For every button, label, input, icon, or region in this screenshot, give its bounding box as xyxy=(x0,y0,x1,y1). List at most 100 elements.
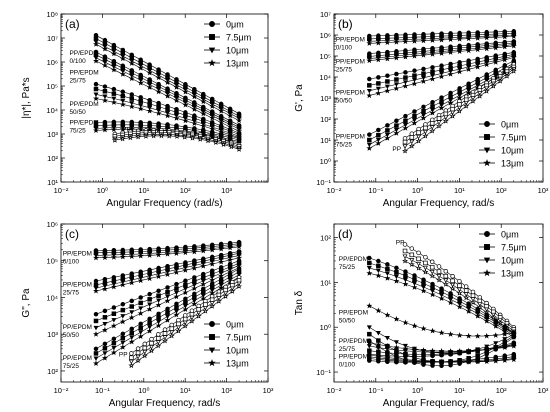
data-point xyxy=(119,253,126,260)
data-point xyxy=(155,340,161,345)
data-point xyxy=(492,44,499,51)
data-point xyxy=(443,111,449,117)
data-point xyxy=(142,341,148,347)
annotation-label: PP/EPDM xyxy=(69,119,98,126)
legend-label: 10μm xyxy=(501,146,524,156)
data-point xyxy=(375,56,382,63)
data-point xyxy=(138,295,143,300)
annotation-label: 75/25 xyxy=(336,141,353,148)
data-point xyxy=(484,134,490,140)
data-point xyxy=(384,271,390,277)
data-point xyxy=(128,103,135,110)
data-point xyxy=(142,133,149,139)
data-point xyxy=(200,110,207,117)
data-point xyxy=(439,293,445,298)
annotation-label: 50/50 xyxy=(63,332,80,339)
data-point xyxy=(102,346,108,351)
data-point xyxy=(209,290,216,296)
legend-label: 7.5μm xyxy=(501,133,526,143)
data-point xyxy=(119,101,126,107)
data-point xyxy=(189,315,195,321)
data-point xyxy=(146,275,153,282)
y-tick-label: 10³ xyxy=(47,130,58,139)
plot-area xyxy=(93,33,243,152)
data-point xyxy=(128,314,135,321)
data-point xyxy=(411,322,418,329)
data-point xyxy=(119,344,126,350)
annotation-label: PP/EPDM xyxy=(63,324,92,331)
y-tick-label: 10² xyxy=(47,154,58,163)
panel-label: (c) xyxy=(65,227,79,241)
data-point xyxy=(135,354,141,360)
data-point xyxy=(510,33,517,40)
data-point xyxy=(173,115,180,121)
y-tick-label: 10⁵ xyxy=(320,52,331,61)
data-point xyxy=(375,140,382,146)
data-point xyxy=(146,84,153,90)
data-point xyxy=(430,104,435,109)
data-point xyxy=(196,310,202,316)
annotation-label: PP/EPDM xyxy=(63,281,92,288)
annotation-label: PP/EPDM xyxy=(336,133,365,140)
data-point xyxy=(169,326,174,331)
data-point xyxy=(483,358,490,364)
data-point xyxy=(147,297,152,302)
data-point xyxy=(463,284,469,289)
data-point xyxy=(111,346,117,351)
x-tick-label: 10¹ xyxy=(138,186,149,195)
data-point xyxy=(411,284,418,290)
data-point xyxy=(147,97,152,103)
data-point xyxy=(447,299,454,306)
data-point xyxy=(375,39,382,46)
data-point xyxy=(164,112,171,119)
data-point xyxy=(443,278,449,283)
data-point xyxy=(416,250,421,256)
data-point xyxy=(137,79,144,86)
plot-frame xyxy=(333,13,544,183)
data-point xyxy=(168,332,175,339)
y-axis-title: G", Pa xyxy=(21,288,32,318)
data-point xyxy=(504,73,510,79)
data-point xyxy=(449,285,456,292)
data-point xyxy=(173,293,180,300)
data-point xyxy=(470,297,476,302)
data-point xyxy=(135,133,142,140)
data-point xyxy=(375,331,381,336)
data-point xyxy=(492,59,499,65)
data-point xyxy=(376,263,381,269)
data-point xyxy=(408,261,415,268)
y-tick-label: 10¹ xyxy=(320,278,331,287)
series xyxy=(366,54,517,99)
x-tick-label: 10¹ xyxy=(454,186,465,195)
annotation-label: 0/100 xyxy=(63,258,80,265)
data-point xyxy=(429,127,436,134)
data-point xyxy=(450,106,455,112)
data-point xyxy=(447,348,454,354)
data-point xyxy=(415,137,422,144)
data-point xyxy=(447,49,454,55)
data-point xyxy=(182,286,188,292)
data-point xyxy=(156,104,161,109)
data-point xyxy=(129,351,134,356)
data-point xyxy=(102,94,108,100)
data-point xyxy=(138,321,143,327)
data-point xyxy=(423,260,428,266)
data-point xyxy=(173,269,180,275)
data-point xyxy=(191,300,198,307)
annotation-label: 50/50 xyxy=(339,318,356,325)
data-point xyxy=(202,308,209,314)
data-point xyxy=(439,99,444,104)
data-point xyxy=(474,312,481,319)
data-point xyxy=(416,256,421,262)
series-line xyxy=(369,267,514,336)
data-point xyxy=(205,137,211,144)
legend-label: 0μm xyxy=(226,20,244,30)
series xyxy=(93,261,242,324)
legend-label: 13μm xyxy=(501,159,524,169)
data-point xyxy=(429,109,436,116)
data-point xyxy=(147,291,152,297)
series xyxy=(93,52,242,130)
data-point xyxy=(492,332,499,338)
data-point xyxy=(483,159,491,167)
data-point xyxy=(209,321,215,327)
